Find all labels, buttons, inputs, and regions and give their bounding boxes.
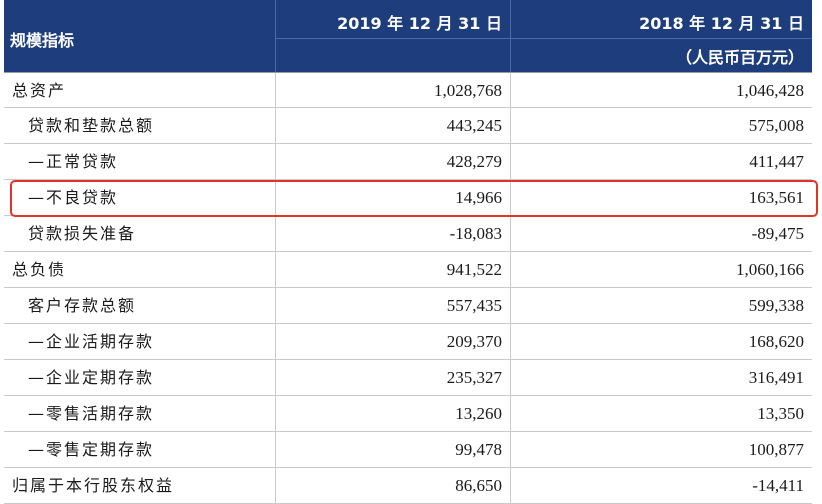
table-row: —零售活期存款 13,260 13,350 bbox=[4, 396, 812, 432]
table-row: —零售定期存款 99,478 100,877 bbox=[4, 432, 812, 468]
table-body: 总资产 1,028,768 1,046,428 贷款和垫款总额 443,245 … bbox=[4, 72, 812, 504]
table-row: 总负债 941,522 1,060,166 bbox=[4, 252, 812, 288]
table-row: —不良贷款 14,966 163,561 bbox=[4, 180, 812, 216]
row-value-2019: 557,435 bbox=[276, 288, 511, 323]
header-divider bbox=[511, 38, 812, 39]
row-label: 贷款损失准备 bbox=[4, 216, 276, 251]
row-value-2019: 1,028,768 bbox=[276, 73, 511, 108]
header-2018-date: 2018 年 12 月 31 日 bbox=[639, 14, 804, 33]
row-label: 总资产 bbox=[4, 73, 276, 108]
row-value-2019: 941,522 bbox=[276, 252, 511, 287]
row-label: —正常贷款 bbox=[4, 144, 276, 179]
row-label: 总负债 bbox=[4, 252, 276, 287]
header-unit: （人民币百万元） bbox=[675, 48, 804, 67]
table-row: 归属于本行股东权益 86,650 -14,411 bbox=[4, 468, 812, 504]
table-header: 规模指标 2019 年 12 月 31 日 2018 年 12 月 31 日 （… bbox=[4, 0, 812, 72]
row-label: —企业活期存款 bbox=[4, 324, 276, 359]
header-2019-date: 2019 年 12 月 31 日 bbox=[337, 14, 502, 33]
header-2019-cell: 2019 年 12 月 31 日 bbox=[276, 0, 511, 72]
row-label: —企业定期存款 bbox=[4, 360, 276, 395]
row-label: —零售定期存款 bbox=[4, 432, 276, 467]
row-value-2019: 14,966 bbox=[276, 180, 511, 215]
table-row: 客户存款总额 557,435 599,338 bbox=[4, 288, 812, 324]
header-label-cell: 规模指标 bbox=[4, 0, 276, 72]
row-label: —不良贷款 bbox=[4, 180, 276, 215]
row-label: —零售活期存款 bbox=[4, 396, 276, 431]
header-divider bbox=[276, 38, 510, 39]
row-value-2018: -89,475 bbox=[751, 224, 804, 243]
row-value-2019: 99,478 bbox=[276, 432, 511, 467]
table-row: —正常贷款 428,279 411,447 bbox=[4, 144, 812, 180]
row-value-2018: 100,877 bbox=[748, 440, 804, 459]
row-value-2019: 86,650 bbox=[276, 468, 511, 503]
row-value-2018: 168,620 bbox=[748, 332, 804, 351]
row-value-2018: 1,046,428 bbox=[736, 81, 804, 100]
row-value-2019: 209,370 bbox=[276, 324, 511, 359]
row-label: 贷款和垫款总额 bbox=[4, 108, 276, 143]
row-value-2018: 13,350 bbox=[757, 404, 804, 423]
row-value-2018: 411,447 bbox=[749, 152, 804, 171]
row-value-2019: 443,245 bbox=[276, 108, 511, 143]
row-value-2019: 235,327 bbox=[276, 360, 511, 395]
row-label: 归属于本行股东权益 bbox=[4, 468, 276, 503]
header-2018-cell: 2018 年 12 月 31 日 （人民币百万元） bbox=[511, 0, 812, 72]
row-value-2018: 599,338 bbox=[748, 296, 804, 315]
row-value-2018: 163,561 bbox=[748, 188, 804, 207]
row-value-2018: 316,491 bbox=[748, 368, 804, 387]
row-value-2019: 13,260 bbox=[276, 396, 511, 431]
table-row: —企业活期存款 209,370 168,620 bbox=[4, 324, 812, 360]
row-value-2018: 1,060,166 bbox=[736, 260, 804, 279]
table-row: —企业定期存款 235,327 316,491 bbox=[4, 360, 812, 396]
row-value-2019: 428,279 bbox=[276, 144, 511, 179]
row-value-2018: 575,008 bbox=[748, 116, 804, 135]
table-row: 贷款损失准备 -18,083 -89,475 bbox=[4, 216, 812, 252]
row-value-2019: -18,083 bbox=[276, 216, 511, 251]
row-value-2018: -14,411 bbox=[752, 476, 804, 495]
table-row: 总资产 1,028,768 1,046,428 bbox=[4, 72, 812, 108]
header-label: 规模指标 bbox=[10, 31, 75, 50]
table-row: 贷款和垫款总额 443,245 575,008 bbox=[4, 108, 812, 144]
row-label: 客户存款总额 bbox=[4, 288, 276, 323]
